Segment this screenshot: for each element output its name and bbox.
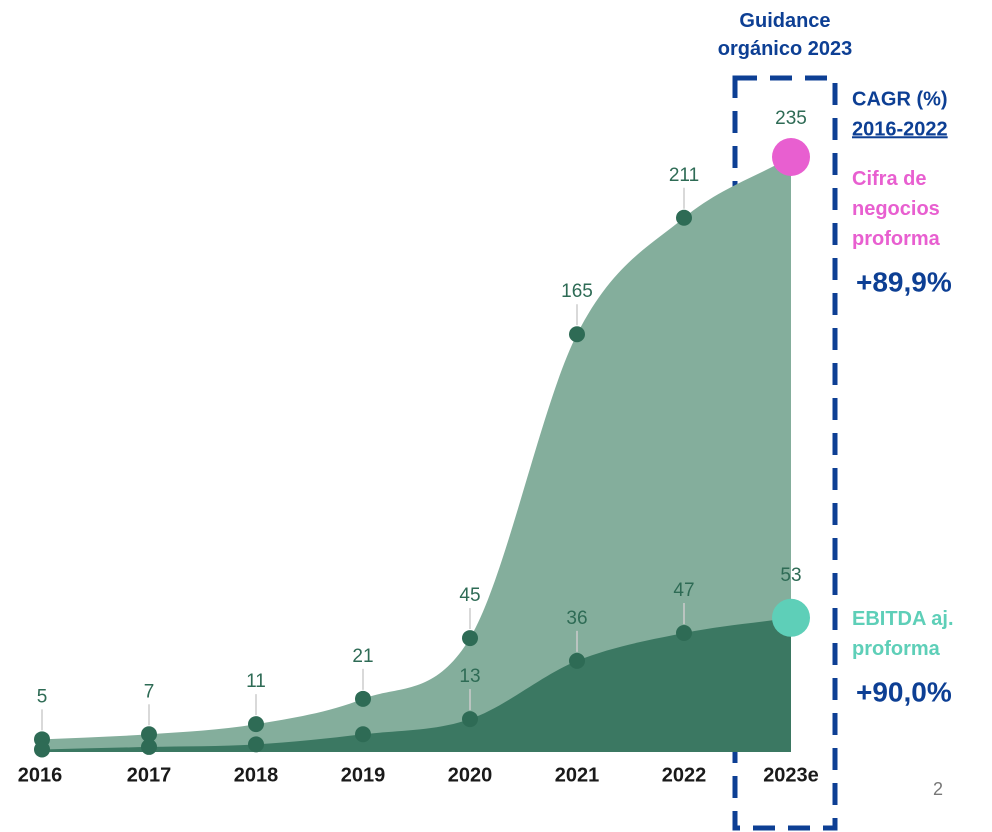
- value-label: 211: [669, 165, 699, 186]
- point: [141, 726, 157, 743]
- x-tick-label: 2016: [18, 764, 63, 786]
- point: [462, 630, 478, 647]
- point: [248, 736, 264, 753]
- value-label: 7: [144, 681, 155, 702]
- x-tick-label: 2020: [448, 764, 493, 786]
- guidance-box: [732, 75, 838, 831]
- value-label: 165: [561, 281, 593, 302]
- point: [355, 726, 371, 743]
- legend-label: EBITDA aj. proforma: [852, 608, 954, 660]
- legend-label: Cifra de negocios proforma: [852, 168, 941, 250]
- value-label: 45: [459, 585, 480, 606]
- value-label: 11: [246, 671, 266, 692]
- guidance-title: Guidance orgánico 2023: [718, 10, 853, 60]
- legend-marker: [772, 138, 810, 176]
- x-tick-label: 2021: [555, 764, 600, 786]
- legend-marker: [772, 598, 810, 637]
- point: [462, 711, 478, 728]
- x-tick-label: 2018: [234, 764, 279, 786]
- x-tick-label: 2023e: [763, 764, 819, 786]
- cagr-header: CAGR (%): [852, 88, 948, 110]
- x-tick-label: 2017: [127, 764, 172, 786]
- page-number: 2: [933, 779, 943, 799]
- point: [569, 326, 585, 343]
- cagr-period: 2016-2022: [852, 118, 948, 140]
- point: [569, 652, 585, 669]
- value-label: 5: [37, 686, 48, 707]
- point: [34, 741, 50, 758]
- area: [40, 157, 791, 752]
- value-label: 235: [775, 108, 807, 129]
- value-label: 53: [780, 565, 801, 586]
- cagr-value: +90,0%: [856, 676, 952, 707]
- point: [248, 716, 264, 733]
- point: [676, 209, 692, 226]
- value-label: 47: [673, 580, 694, 601]
- x-tick-label: 2019: [341, 764, 386, 786]
- value-label: 21: [352, 646, 373, 667]
- plot: 5 7 11 21 45 165 211 235 13 36 47 53 2016 2017 2018 201…: [18, 108, 819, 786]
- cagr-value: +89,9%: [856, 266, 952, 297]
- point: [141, 738, 157, 755]
- value-label: 36: [566, 608, 587, 629]
- x-tick-label: 2022: [662, 764, 707, 786]
- point: [676, 625, 692, 641]
- point: [355, 690, 371, 707]
- area: [40, 617, 791, 752]
- value-label: 13: [459, 666, 480, 687]
